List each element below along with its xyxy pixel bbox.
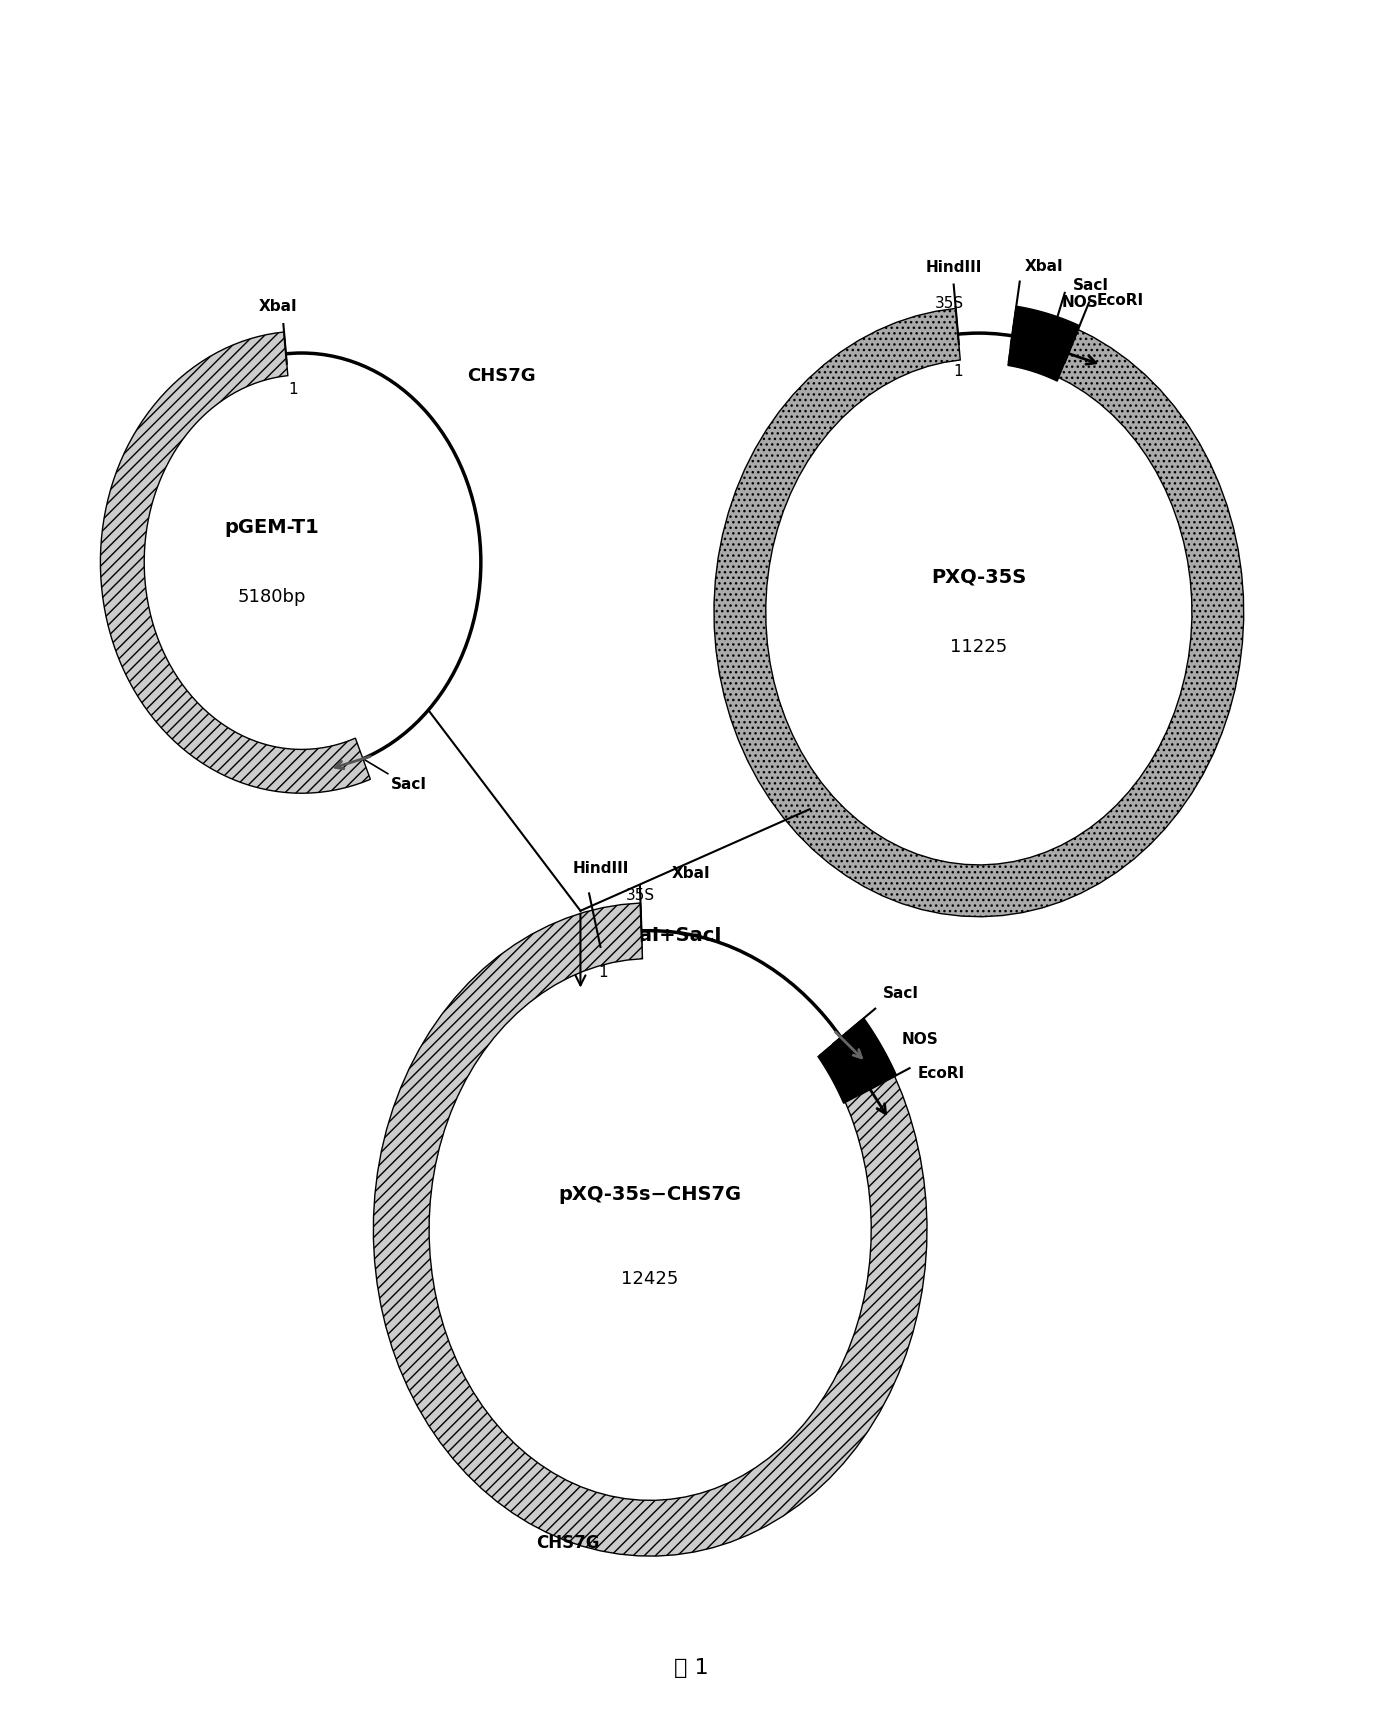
Text: XbaI+SacI: XbaI+SacI bbox=[610, 926, 722, 944]
Polygon shape bbox=[593, 905, 642, 963]
Text: SacI: SacI bbox=[1073, 277, 1109, 293]
Polygon shape bbox=[101, 332, 371, 794]
Text: SacI: SacI bbox=[391, 777, 427, 792]
Text: XbaI: XbaI bbox=[259, 299, 297, 315]
Text: pGEM-T1: pGEM-T1 bbox=[224, 518, 319, 537]
Polygon shape bbox=[817, 1018, 896, 1104]
Text: 1: 1 bbox=[599, 965, 609, 980]
Polygon shape bbox=[373, 903, 927, 1555]
Polygon shape bbox=[1008, 306, 1080, 382]
Text: NOS: NOS bbox=[1062, 294, 1098, 310]
Text: 5180bp: 5180bp bbox=[238, 589, 306, 606]
Text: EcoRI: EcoRI bbox=[917, 1066, 965, 1081]
Text: XbaI: XbaI bbox=[1025, 258, 1064, 274]
Text: 1: 1 bbox=[288, 382, 297, 397]
Text: XbaI: XbaI bbox=[672, 866, 711, 881]
Text: 图 1: 图 1 bbox=[674, 1658, 709, 1678]
Text: PXQ-35S: PXQ-35S bbox=[931, 568, 1026, 587]
Polygon shape bbox=[714, 308, 1243, 917]
Text: 11225: 11225 bbox=[950, 638, 1007, 655]
Text: HindIII: HindIII bbox=[573, 861, 628, 876]
Text: EcoRI: EcoRI bbox=[1097, 293, 1144, 308]
Text: 1: 1 bbox=[953, 364, 963, 380]
Text: HindIII: HindIII bbox=[925, 260, 982, 274]
Text: pXQ-35s−CHS7G: pXQ-35s−CHS7G bbox=[559, 1186, 741, 1205]
Text: 12425: 12425 bbox=[621, 1270, 679, 1288]
Text: 35S: 35S bbox=[935, 296, 964, 311]
Text: CHS7G: CHS7G bbox=[537, 1533, 600, 1552]
Text: CHS7G: CHS7G bbox=[467, 366, 535, 385]
Text: 35S: 35S bbox=[625, 888, 654, 903]
Text: SacI: SacI bbox=[884, 986, 920, 1001]
Text: NOS: NOS bbox=[902, 1032, 938, 1047]
